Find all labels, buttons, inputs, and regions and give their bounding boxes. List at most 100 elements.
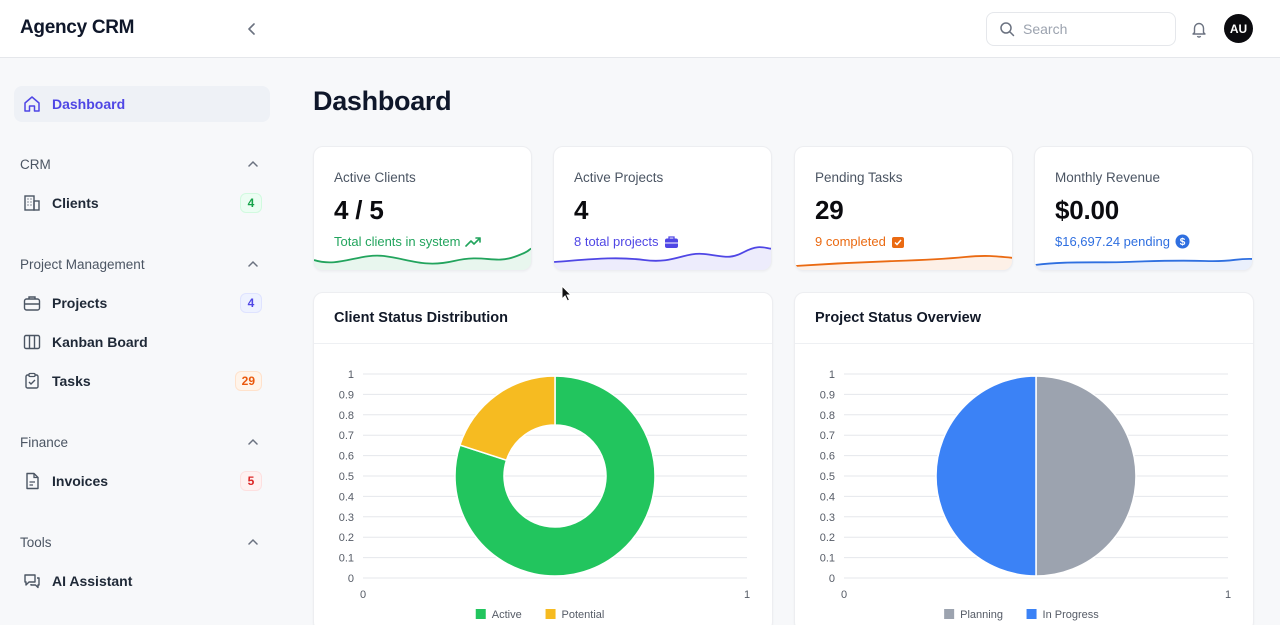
y-tick-label: 0.7 [339, 430, 354, 442]
sidebar-item-tasks[interactable]: Tasks 29 [14, 363, 270, 399]
stat-title: Active Projects [574, 170, 664, 185]
sparkline-active-clients [314, 247, 531, 270]
legend-swatch [475, 609, 486, 619]
count-badge: 4 [240, 293, 262, 313]
section-label: Finance [20, 434, 69, 450]
stat-value: 4 [574, 195, 589, 225]
notifications-button[interactable] [1188, 18, 1210, 40]
sidebar-item-invoices[interactable]: Invoices 5 [14, 463, 270, 499]
client-status-chart-card: Client Status Distribution 1 0.9 0.8 0.7 0.6… [313, 292, 773, 625]
y-tick-label: 0.3 [339, 512, 354, 524]
section-project-management[interactable]: Project Management [20, 254, 270, 274]
user-avatar[interactable]: AU [1224, 14, 1253, 43]
sidebar-item-ai-assistant[interactable]: AI Assistant [14, 563, 270, 599]
chevron-up-icon [248, 160, 258, 167]
count-badge: 4 [240, 193, 262, 213]
section-tools[interactable]: Tools [20, 532, 270, 552]
stat-value: $0.00 [1055, 195, 1120, 225]
legend-swatch [944, 609, 955, 619]
stat-subtitle: 8 total projects [574, 234, 679, 249]
stat-card-active-clients[interactable]: Active Clients 4 / 5 Total clients in sy… [313, 146, 532, 271]
briefcase-icon [22, 293, 42, 313]
legend-label: Potential [562, 609, 605, 621]
y-tick-label: 0.5 [820, 471, 835, 483]
stat-title: Active Clients [334, 170, 416, 185]
x-tick-label: 0 [360, 589, 366, 601]
home-icon [22, 94, 42, 114]
project-status-pie-chart: 1 0.9 0.8 0.7 0.6 0.5 0.4 0.3 0.2 0.1 00 1 Planning I… [820, 369, 1231, 621]
y-tick-label: 0 [348, 573, 354, 585]
chat-bubbles-icon [22, 571, 42, 591]
chevron-up-icon [248, 438, 258, 445]
task-checklist-icon [891, 236, 904, 248]
collapse-sidebar-button[interactable] [240, 17, 264, 41]
app-title: Agency CRM [20, 17, 135, 38]
sidebar-item-clients[interactable]: Clients 4 [14, 185, 270, 221]
sparkline-active-projects [554, 246, 771, 270]
y-tick-label: 0.2 [339, 532, 354, 544]
sidebar-item-label: AI Assistant [52, 573, 133, 589]
section-label: Project Management [20, 256, 145, 272]
bell-icon [1192, 22, 1206, 38]
slice-planning [1035, 375, 1137, 577]
y-tick-label: 0.7 [820, 430, 835, 442]
section-finance[interactable]: Finance [20, 432, 270, 452]
y-tick-label: 0.8 [820, 410, 835, 422]
x-tick-label: 1 [1225, 589, 1231, 601]
stat-subtitle: 9 completed [815, 234, 905, 249]
search-icon [1000, 22, 1015, 37]
y-tick-label: 0 [829, 573, 835, 585]
y-tick-label: 0.4 [339, 491, 354, 503]
stat-subtitle-text: Total clients in system [334, 234, 461, 249]
building-icon [22, 193, 42, 213]
file-text-icon [22, 471, 42, 491]
chart-title: Project Status Overview [815, 310, 982, 326]
y-tick-label: 0.4 [820, 491, 835, 503]
search-input[interactable] [1023, 21, 1163, 37]
legend-swatch [545, 609, 556, 619]
sidebar-item-projects[interactable]: Projects 4 [14, 285, 270, 321]
client-status-donut-chart: 1 0.9 0.8 0.7 0.6 0.5 0.4 0.3 0.2 0.1 00 1 Active Pot… [339, 369, 750, 621]
dollar-coin-icon: $ [1175, 234, 1190, 249]
section-label: CRM [20, 156, 51, 172]
sidebar-item-label: Projects [52, 295, 108, 311]
slice-potential [458, 375, 556, 462]
stat-title: Pending Tasks [815, 170, 903, 185]
y-tick-label: 0.6 [820, 451, 835, 463]
chevron-left-icon [248, 23, 255, 35]
sidebar-item-label: Tasks [52, 373, 91, 389]
stat-value: 29 [815, 195, 844, 225]
sidebar-item-dashboard[interactable]: Dashboard [14, 86, 270, 122]
stat-card-monthly-revenue[interactable]: Monthly Revenue $0.00 $16,697.24 pending… [1034, 146, 1253, 271]
y-tick-label: 0.2 [820, 532, 835, 544]
y-tick-label: 0.9 [339, 389, 354, 401]
y-tick-label: 0.3 [820, 512, 835, 524]
stat-card-pending-tasks[interactable]: Pending Tasks 29 9 completed [794, 146, 1013, 271]
stat-title: Monthly Revenue [1055, 170, 1161, 185]
y-tick-label: 0.5 [339, 471, 354, 483]
sidebar-item-kanban-board[interactable]: Kanban Board [14, 324, 270, 360]
count-badge: 5 [240, 471, 262, 491]
y-tick-label: 1 [348, 369, 354, 381]
svg-text:$: $ [1180, 237, 1186, 248]
briefcase-icon [664, 235, 678, 248]
sparkline-pending-tasks [795, 255, 1012, 270]
section-crm[interactable]: CRM [20, 154, 270, 174]
stat-card-active-projects[interactable]: Active Projects 4 8 total projects [553, 146, 772, 271]
sidebar-item-label: Kanban Board [52, 334, 148, 350]
y-tick-label: 1 [829, 369, 835, 381]
sidebar-item-label: Dashboard [52, 96, 126, 112]
count-badge: 29 [234, 371, 262, 391]
x-tick-label: 0 [841, 589, 847, 601]
y-tick-label: 0.6 [339, 451, 354, 463]
y-tick-label: 0.1 [339, 553, 354, 565]
legend-label: Active [492, 609, 522, 621]
sidebar: Dashboard CRM Clients 4 Project Manageme… [0, 58, 285, 625]
legend-label: Planning [960, 609, 1003, 621]
stat-subtitle-text: $16,697.24 pending [1055, 234, 1170, 249]
legend-label: In Progress [1043, 609, 1100, 621]
trending-up-icon [465, 236, 482, 247]
search-box[interactable] [986, 12, 1176, 46]
x-tick-label: 1 [744, 589, 750, 601]
stat-subtitle: Total clients in system [334, 234, 482, 249]
